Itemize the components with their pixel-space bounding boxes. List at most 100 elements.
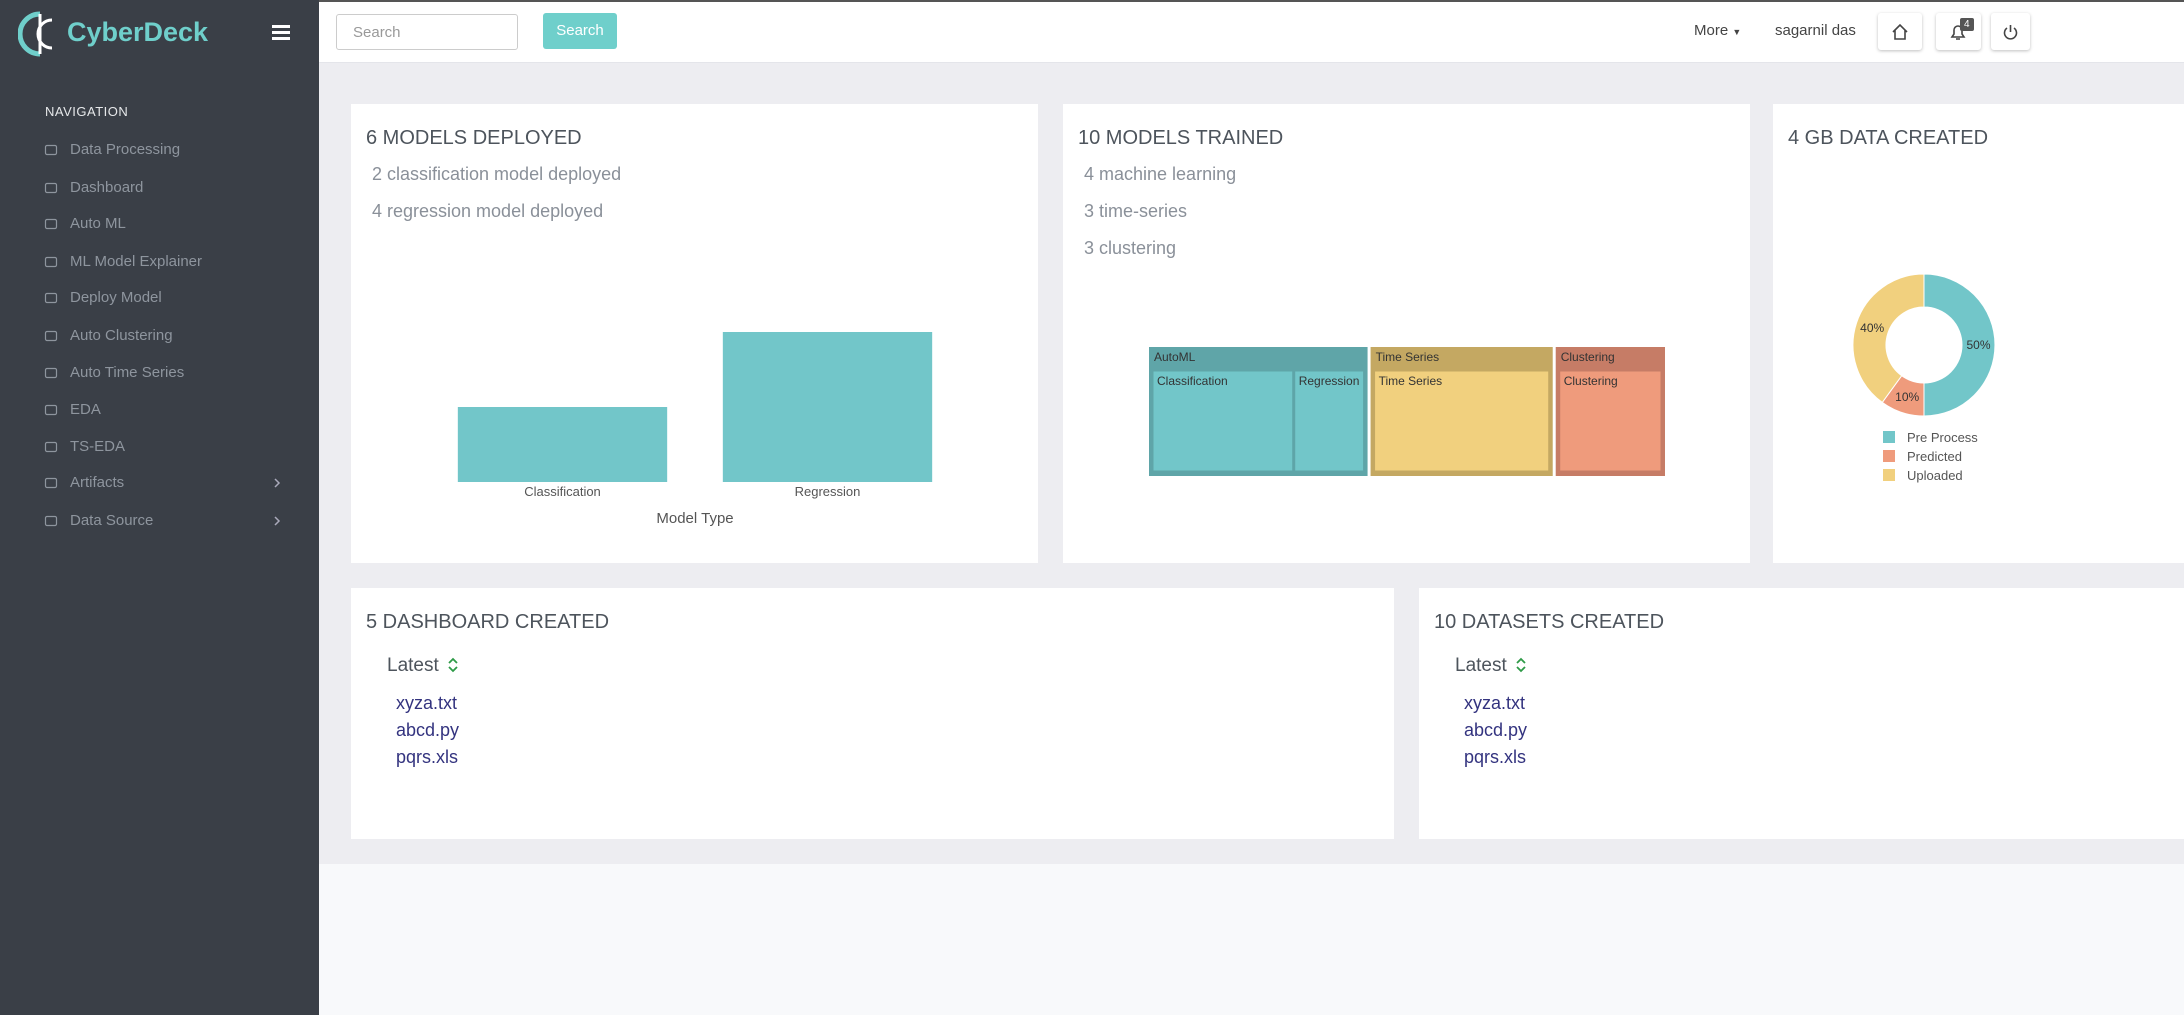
nav-icon <box>44 404 58 416</box>
icon-shape <box>44 144 58 156</box>
nav-icon <box>44 218 58 230</box>
x-tick-label: Regression <box>795 484 861 499</box>
nav-item[interactable]: TS-EDA <box>70 438 126 455</box>
card-title: 4 GB DATA CREATED <box>1788 127 1989 149</box>
more-label: More <box>1694 22 1729 39</box>
legend-label: Uploaded <box>1907 468 1963 483</box>
treemap-leaf-label: Clustering <box>1564 374 1618 388</box>
x-tick-label: Classification <box>524 484 601 499</box>
icon-shape <box>44 330 58 342</box>
icon-shape <box>44 256 58 268</box>
nav-icon <box>44 367 58 379</box>
card-title: 10 DATASETS CREATED <box>1434 611 1665 633</box>
card-title: 5 DASHBOARD CREATED <box>366 611 610 633</box>
top-line <box>0 0 2184 2</box>
sort-icon[interactable] <box>1515 656 1527 674</box>
bar <box>722 332 933 482</box>
nav-item[interactable]: Auto Time Series <box>70 364 185 381</box>
treemap-leaf-label: Classification <box>1157 374 1228 388</box>
treemap-leaf <box>1152 370 1294 472</box>
notification-button[interactable]: 4 <box>1936 13 1981 50</box>
legend-label: Predicted <box>1907 449 1962 464</box>
nav-item[interactable]: Data Source <box>70 512 154 529</box>
card-line: 3 time-series <box>1084 201 1188 221</box>
nav-icon <box>44 182 58 194</box>
home-button[interactable] <box>1878 13 1922 50</box>
nav-item[interactable]: Dashboard <box>70 179 144 196</box>
logo <box>18 11 53 57</box>
file-link[interactable]: abcd.py <box>396 720 460 740</box>
slice-label: 40% <box>1860 321 1884 335</box>
nav-icon <box>44 515 58 527</box>
icon-shape <box>44 404 58 416</box>
more-menu[interactable]: More ▼ <box>1694 22 1742 39</box>
nav-item[interactable]: Deploy Model <box>70 289 162 306</box>
card: 5 DASHBOARD CREATED Latest xyza.txt abcd.py… <box>351 588 1394 839</box>
notification-badge: 4 <box>1960 18 1974 31</box>
icon-shape <box>44 218 58 230</box>
card-title: 6 MODELS DEPLOYED <box>366 127 582 149</box>
card: 10 DATASETS CREATED Latest xyza.txt abcd.py… <box>1419 588 2184 839</box>
icon-shape <box>44 477 58 489</box>
menu-toggle[interactable] <box>272 24 292 42</box>
icon-shape <box>44 182 58 194</box>
home-icon <box>1892 23 1908 40</box>
file-link[interactable]: pqrs.xls <box>396 747 459 767</box>
sort-icon[interactable] <box>447 656 459 674</box>
nav-icon <box>44 477 58 489</box>
bar <box>457 407 668 482</box>
file-link[interactable]: abcd.py <box>1464 720 1528 740</box>
nav-icon <box>44 144 58 156</box>
file-link[interactable]: xyza.txt <box>1464 693 1526 713</box>
bell-icon <box>1950 25 1966 40</box>
sort-shape <box>1516 657 1526 673</box>
list-header: Latest <box>1455 655 1507 676</box>
nav-item[interactable]: Auto Clustering <box>70 327 173 344</box>
nav-item[interactable]: Auto ML <box>70 215 126 232</box>
legend-swatch <box>1883 469 1895 481</box>
treemap-group-label: Clustering <box>1561 350 1615 364</box>
nav-icon <box>44 330 58 342</box>
treemap-leaf-label: Regression <box>1299 374 1360 388</box>
nav-icon <box>44 441 58 453</box>
chevron-shape <box>274 478 281 488</box>
treemap-leaf <box>1374 370 1550 472</box>
treemap-leaf <box>1559 370 1662 472</box>
brand: CyberDeck <box>67 17 209 47</box>
icon-shape <box>44 292 58 304</box>
legend-label: Pre Process <box>1907 430 1978 445</box>
search-button[interactable]: Search <box>543 13 617 49</box>
card-title: 10 MODELS TRAINED <box>1078 127 1284 149</box>
pie-slice <box>1923 273 1996 417</box>
chevron-shape <box>274 516 281 526</box>
user-name[interactable]: sagarnil das <box>1775 22 1856 39</box>
sidebar: CyberDeck NAVIGATION Data Processing Dash… <box>0 0 319 1015</box>
x-axis-label: Model Type <box>656 510 733 527</box>
icon-shape <box>44 515 58 527</box>
search-input[interactable]: Search <box>336 14 518 50</box>
card-line: 2 classification model deployed <box>372 164 622 184</box>
pie-slice <box>1852 273 1925 404</box>
power-icon <box>2003 25 2018 40</box>
nav-heading: NAVIGATION <box>45 104 129 119</box>
nav-item[interactable]: Artifacts <box>70 474 125 491</box>
card: 10 MODELS TRAINED 4 machine learning 3 tim… <box>1063 104 1750 563</box>
treemap-group-label: AutoML <box>1154 350 1196 364</box>
nav-item[interactable]: Data Processing <box>70 141 181 158</box>
topbar: Search Search More ▼ sagarnil das 4 <box>319 2 2184 63</box>
power-button[interactable] <box>1991 13 2030 50</box>
file-link[interactable]: pqrs.xls <box>1464 747 1527 767</box>
nav-item[interactable]: ML Model Explainer <box>70 253 203 270</box>
file-link[interactable]: xyza.txt <box>396 693 458 713</box>
chevron <box>274 516 281 526</box>
legend-swatch <box>1883 431 1895 443</box>
slice-label: 50% <box>1966 338 1990 352</box>
list-header: Latest <box>387 655 439 676</box>
nav-item[interactable]: EDA <box>70 401 101 418</box>
chevron <box>274 478 281 488</box>
slice-label: 10% <box>1895 390 1919 404</box>
icon-shape <box>44 367 58 379</box>
treemap-group-label: Time Series <box>1376 350 1440 364</box>
